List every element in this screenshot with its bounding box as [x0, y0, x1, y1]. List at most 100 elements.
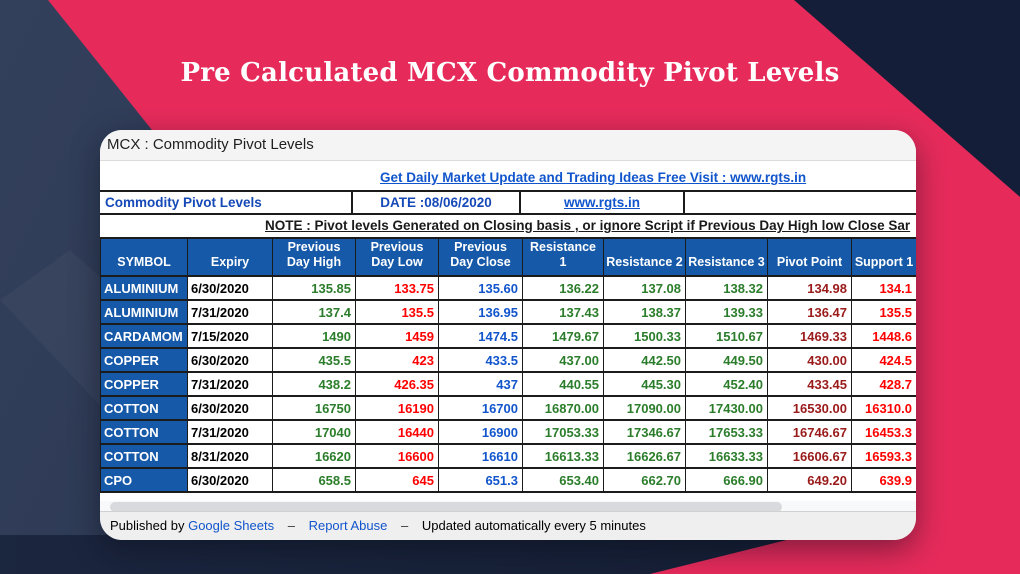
support-1-cell: 16593.3 — [851, 443, 916, 469]
resistance-3-cell: 16633.33 — [685, 443, 768, 469]
support-1-cell: 639.9 — [851, 467, 916, 493]
prev-day-close-cell: 16700 — [438, 395, 523, 421]
column-header-resistance-1: Resistance 1 — [522, 237, 604, 277]
column-header-resistance-3: Resistance 3 — [685, 237, 768, 277]
sheet-label: Commodity Pivot Levels — [100, 192, 353, 213]
promo-link[interactable]: Get Daily Market Update and Trading Idea… — [380, 170, 807, 185]
resistance-3-cell: 452.40 — [685, 371, 768, 397]
resistance-2-cell: 1500.33 — [603, 323, 686, 349]
resistance-1-cell: 137.43 — [522, 299, 604, 325]
resistance-1-cell: 440.55 — [522, 371, 604, 397]
prev-day-close-cell: 437 — [438, 371, 523, 397]
resistance-2-cell: 442.50 — [603, 347, 686, 373]
symbol-cell: COTTON — [100, 443, 188, 469]
resistance-3-cell: 139.33 — [685, 299, 768, 325]
resistance-1-cell: 437.00 — [522, 347, 604, 373]
prev-day-low-cell: 423 — [355, 347, 439, 373]
google-sheets-link[interactable]: Google Sheets — [188, 518, 275, 533]
table-row: COTTON 6/30/2020 16750 16190 16700 16870.00 17… — [100, 395, 916, 421]
sheet-window-title: MCX : Commodity Pivot Levels — [100, 130, 916, 161]
prev-day-low-cell: 426.35 — [355, 371, 439, 397]
resistance-1-cell: 17053.33 — [522, 419, 604, 445]
column-header-prev-day-low: Previous Day Low — [355, 237, 439, 277]
date-value: DATE :08/06/2020 — [353, 192, 521, 213]
resistance-2-cell: 137.08 — [603, 275, 686, 301]
note-text: NOTE : Pivot levels Generated on Closing… — [265, 218, 911, 233]
column-header-expiry: Expiry — [187, 237, 273, 277]
prev-day-low-cell: 16440 — [355, 419, 439, 445]
resistance-3-cell: 1510.67 — [685, 323, 768, 349]
support-1-cell: 135.5 — [851, 299, 916, 325]
table-body: ALUMINIUM 6/30/2020 135.85 133.75 135.60 136.… — [100, 275, 916, 493]
table-row: CARDAMOM 7/15/2020 1490 1459 1474.5 1479.67 15… — [100, 323, 916, 349]
resistance-1-cell: 653.40 — [522, 467, 604, 493]
scrollbar-thumb[interactable] — [110, 502, 782, 512]
prev-day-low-cell: 16600 — [355, 443, 439, 469]
resistance-3-cell: 17430.00 — [685, 395, 768, 421]
resistance-1-cell: 136.22 — [522, 275, 604, 301]
support-1-cell: 16453.3 — [851, 419, 916, 445]
column-header-prev-day-close: Previous Day Close — [438, 237, 523, 277]
prev-day-high-cell: 658.5 — [272, 467, 356, 493]
prev-day-low-cell: 133.75 — [355, 275, 439, 301]
pivot-point-cell: 430.00 — [767, 347, 852, 373]
prev-day-high-cell: 1490 — [272, 323, 356, 349]
table-row: COTTON 8/31/2020 16620 16600 16610 16613.33 16… — [100, 443, 916, 469]
report-abuse-link[interactable]: Report Abuse — [308, 518, 388, 533]
prev-day-close-cell: 16900 — [438, 419, 523, 445]
updated-text: Updated automatically every 5 minutes — [421, 518, 646, 533]
published-by-text: Published by — [110, 518, 185, 533]
table-row: COPPER 7/31/2020 438.2 426.35 437 440.55 445.3… — [100, 371, 916, 397]
pivot-table: SYMBOL Expiry Previous Day High Previous Da… — [100, 237, 916, 493]
expiry-cell: 6/30/2020 — [187, 467, 273, 493]
prev-day-high-cell: 16620 — [272, 443, 356, 469]
symbol-cell: ALUMINIUM — [100, 275, 188, 301]
expiry-cell: 6/30/2020 — [187, 395, 273, 421]
prev-day-close-cell: 651.3 — [438, 467, 523, 493]
prev-day-high-cell: 438.2 — [272, 371, 356, 397]
resistance-2-cell: 138.37 — [603, 299, 686, 325]
support-1-cell: 1448.6 — [851, 323, 916, 349]
sheet-card: MCX : Commodity Pivot Levels Get Daily M… — [100, 130, 916, 540]
support-1-cell: 16310.0 — [851, 395, 916, 421]
table-row: ALUMINIUM 7/31/2020 137.4 135.5 136.95 137.43… — [100, 299, 916, 325]
date-row: Commodity Pivot Levels DATE :08/06/2020 … — [100, 192, 916, 215]
pivot-point-cell: 1469.33 — [767, 323, 852, 349]
expiry-cell: 7/31/2020 — [187, 419, 273, 445]
support-1-cell: 424.5 — [851, 347, 916, 373]
resistance-2-cell: 445.30 — [603, 371, 686, 397]
expiry-cell: 7/15/2020 — [187, 323, 273, 349]
expiry-cell: 6/30/2020 — [187, 347, 273, 373]
column-header-pivot-point: Pivot Point — [767, 237, 852, 277]
promo-row: Get Daily Market Update and Trading Idea… — [100, 161, 916, 192]
symbol-cell: COPPER — [100, 371, 188, 397]
prev-day-high-cell: 435.5 — [272, 347, 356, 373]
empty-cell — [685, 192, 916, 213]
resistance-3-cell: 138.32 — [685, 275, 768, 301]
horizontal-scrollbar[interactable] — [100, 501, 916, 513]
prev-day-low-cell: 135.5 — [355, 299, 439, 325]
prev-day-high-cell: 135.85 — [272, 275, 356, 301]
column-header-support-1: Support 1 — [851, 237, 916, 277]
column-header-prev-day-high: Previous Day High — [272, 237, 356, 277]
pivot-point-cell: 433.45 — [767, 371, 852, 397]
symbol-cell: COTTON — [100, 419, 188, 445]
table-header-row: SYMBOL Expiry Previous Day High Previous Da… — [100, 237, 916, 277]
column-header-resistance-2: Resistance 2 — [603, 237, 686, 277]
prev-day-low-cell: 645 — [355, 467, 439, 493]
prev-day-close-cell: 1474.5 — [438, 323, 523, 349]
resistance-1-cell: 1479.67 — [522, 323, 604, 349]
resistance-2-cell: 16626.67 — [603, 443, 686, 469]
pivot-point-cell: 136.47 — [767, 299, 852, 325]
page-title: Pre Calculated MCX Commodity Pivot Level… — [180, 58, 840, 88]
prev-day-high-cell: 17040 — [272, 419, 356, 445]
resistance-1-cell: 16613.33 — [522, 443, 604, 469]
prev-day-close-cell: 433.5 — [438, 347, 523, 373]
table-row: CPO 6/30/2020 658.5 645 651.3 653.40 662.70 666… — [100, 467, 916, 493]
site-link[interactable]: www.rgts.in — [563, 195, 640, 210]
prev-day-high-cell: 137.4 — [272, 299, 356, 325]
card-footer: Published by Google Sheets – Report Abus… — [100, 511, 916, 540]
resistance-2-cell: 17090.00 — [603, 395, 686, 421]
